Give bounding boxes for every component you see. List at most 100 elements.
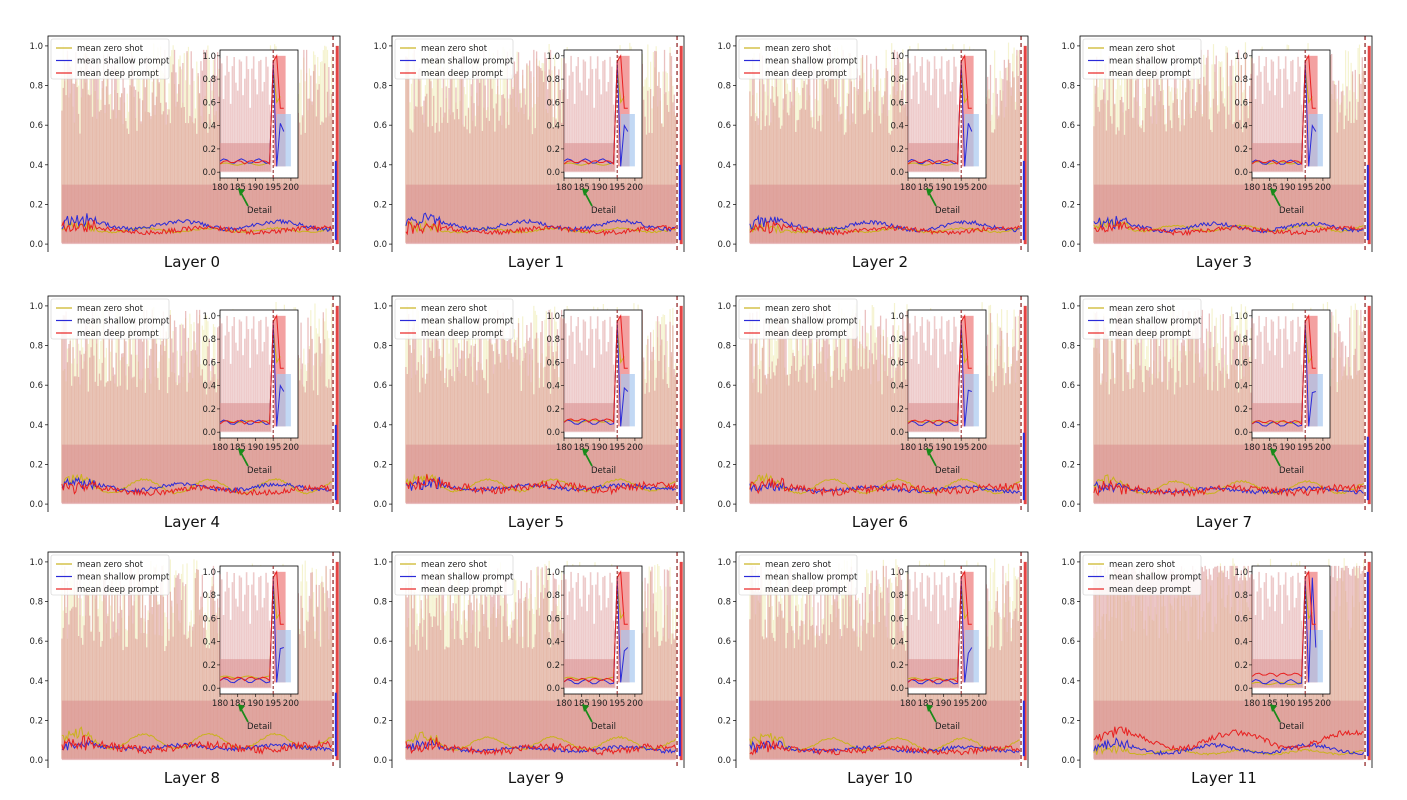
y-tick-label: 0.4 [373,161,387,171]
inset-x-tick-label: 190 [1279,183,1295,193]
legend-entry-deep-prompt: mean deep prompt [765,329,847,339]
y-tick-label: 0.6 [29,121,43,131]
line-mean-shallow-prompt [749,214,1020,233]
inset-y-tick-label: 0.2 [202,661,216,671]
detail-label: Detail [247,206,272,216]
inset-plot [219,570,291,689]
inset-x-tick-label: 180 [900,443,916,453]
axes-frame [47,35,341,252]
line-mean-deep-prompt [61,734,333,755]
inset-band-core [220,659,272,689]
axes-frame [391,295,685,512]
chart-svg: 02550751001251501752000.00.20.40.60.81.0… [29,551,341,768]
inset-y-tick-label: 1.0 [890,312,904,322]
legend-entry-shallow-prompt: mean shallow prompt [421,573,514,583]
plot-area [749,301,1027,505]
inset-x-tick-label: 195 [953,183,969,193]
chart-svg: 02550751001251501752000.00.20.40.60.81.0… [29,35,341,252]
y-tick-label: 0.6 [373,121,387,131]
axes-frame [1079,35,1373,252]
panel-layer-3: 02550751001251501752000.00.20.40.60.81.0… [1032,20,1376,282]
layer-title: Layer 1 [507,253,565,271]
inset-x-tick-label: 185 [918,183,934,193]
inset-y-tick-label: 0.8 [890,75,904,85]
legend-entry-shallow-prompt: mean shallow prompt [77,57,170,67]
inset-y-tick-label: 0.4 [890,122,904,132]
y-tick-label: 0.2 [373,716,387,726]
band-core [1093,444,1364,505]
legend-entry-zero-shot: mean zero shot [77,304,144,314]
inset-x-tick-label: 200 [971,443,987,453]
inset-y-tick-label: 0.8 [546,75,560,85]
chart-svg: 02550751001251501752000.00.20.40.60.81.0… [373,551,685,768]
y-tick-label: 0.2 [717,460,731,470]
inset-y-tick-label: 0.2 [202,405,216,415]
y-tick-label: 1.0 [373,42,387,52]
inset-y-tick-label: 0.0 [202,684,216,694]
y-tick-label: 0.0 [1061,500,1075,510]
y-tick-label: 1.0 [29,558,43,568]
y-tick-label: 1.0 [1061,302,1075,312]
inset: 180 185 190 195 200 0.0 0.2 0.4 0.6 0.8 1.0 [546,49,643,193]
legend-box [1082,38,1202,80]
inset: 180 185 190 195 200 0.0 0.2 0.4 0.6 0.8 1.0 [202,309,299,453]
inset-y-tick-label: 1.0 [890,52,904,62]
inset-x-tick-label: 190 [591,443,607,453]
inset-x-tick-label: 185 [1262,443,1278,453]
inset-x-tick-label: 200 [1315,443,1331,453]
inset-y-tick-label: 0.4 [202,122,216,132]
y-tick-label: 0.4 [1061,161,1075,171]
detail-label: Detail [591,206,616,216]
y-tick-label: 0.8 [1061,342,1075,352]
inset-tail-band-shallow [276,630,291,683]
y-tick-label: 0.0 [29,500,43,510]
panel-layer-4: 02550751001251501752000.00.20.40.60.81.0… [0,280,344,542]
plot-area [405,42,683,245]
inset-y-tick-label: 1.0 [202,52,216,62]
detail-arrow-head [582,448,589,456]
line-mean-deep-prompt [749,221,1021,236]
inset-band-core [1252,143,1304,173]
legend-entry-zero-shot: mean zero shot [765,44,832,54]
inset-x-tick-label: 190 [935,443,951,453]
y-tick-label: 0.6 [717,381,731,391]
band-core [405,184,676,245]
y-tick-label: 0.8 [373,598,387,608]
y-tick-label: 0.2 [717,200,731,210]
legend-entry-deep-prompt: mean deep prompt [77,69,159,79]
y-tick-label: 0.0 [373,756,387,766]
inset-plot [907,54,979,173]
legend-entry-zero-shot: mean zero shot [1109,304,1176,314]
layer-title: Layer 8 [163,769,221,787]
y-tick-label: 0.2 [373,200,387,210]
inset-y-tick-label: 0.0 [890,168,904,178]
y-tick-label: 0.4 [29,677,43,687]
line-mean-shallow-prompt [61,213,333,232]
inset-y-tick-label: 0.6 [1234,358,1248,368]
y-tick-label: 0.8 [29,82,43,92]
inset-y-tick-label: 0.0 [202,428,216,438]
legend-entry-deep-prompt: mean deep prompt [421,585,503,595]
legend-entry-shallow-prompt: mean shallow prompt [765,57,858,67]
legend: mean zero shot mean shallow prompt mean de… [50,298,170,340]
inset-y-tick-label: 0.0 [890,428,904,438]
inset: 180 185 190 195 200 0.0 0.2 0.4 0.6 0.8 1.0 [202,565,299,709]
inset-y-tick-label: 0.6 [890,358,904,368]
y-tick-label: 0.4 [717,161,731,171]
inset-x-tick-label: 185 [1262,183,1278,193]
inset-tail-band-shallow [1308,374,1323,427]
detail-label: Detail [935,466,960,476]
line-mean-zero-shot [1093,474,1364,495]
inset-y-tick-label: 0.4 [202,638,216,648]
inset-tail-band [273,315,286,427]
inset-x-tick-label: 180 [556,183,572,193]
y-tick-label: 0.4 [1061,421,1075,431]
inset-y-tick-label: 0.2 [1234,405,1248,415]
y-tick-label: 0.4 [29,421,43,431]
detail-arrow-head [926,188,933,196]
legend-box [50,38,170,80]
inset-y-tick-label: 0.6 [890,98,904,108]
inset-y-tick-label: 0.6 [546,98,560,108]
band-core [61,700,332,761]
y-tick-label: 0.6 [1061,121,1075,131]
